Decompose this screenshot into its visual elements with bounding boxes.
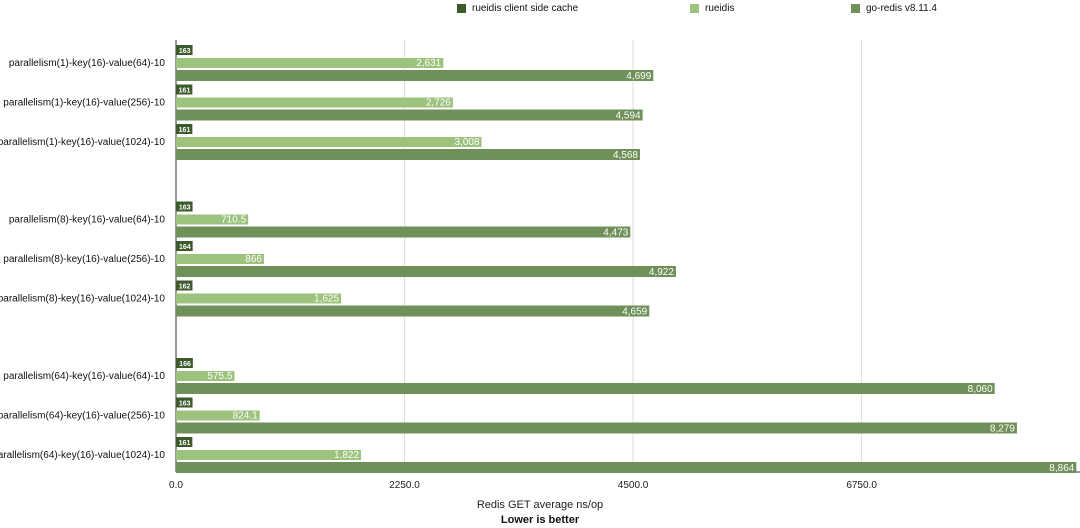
- x-tick-label: 6750.0: [846, 480, 877, 491]
- bar-rueidis: [176, 410, 260, 421]
- legend-item-go-redis: go-redis v8.11.4: [851, 3, 937, 14]
- category-label: parallelism(8)-key(16)-value(1024)-10: [0, 294, 165, 305]
- data-label: 4,699: [626, 71, 651, 82]
- bar-rueidis-client-side-cache: [176, 280, 193, 291]
- category-label: parallelism(1)-key(16)-value(256)-10: [3, 98, 165, 109]
- data-label: 163: [179, 401, 191, 408]
- data-label: 163: [179, 205, 191, 212]
- data-label: 1,625: [314, 294, 339, 305]
- data-label: 866: [245, 254, 262, 265]
- bar-rueidis: [176, 371, 235, 381]
- chart-subtitle: Lower is better: [500, 514, 580, 526]
- data-label: 166: [179, 361, 191, 368]
- legend-swatch: [690, 4, 699, 13]
- data-label: 710.5: [221, 215, 246, 226]
- bar-rueidis-client-side-cache: [176, 84, 193, 95]
- data-label: 8,060: [968, 384, 993, 395]
- bar-rueidis-client-side-cache: [176, 201, 193, 212]
- x-tick-label: 0.0: [169, 480, 183, 491]
- data-label: 4,473: [603, 228, 628, 239]
- data-label: 161: [179, 440, 191, 447]
- bar-rueidis: [176, 214, 249, 225]
- data-label: 162: [179, 284, 191, 291]
- bar-rueidis: [176, 97, 453, 108]
- bar-go-redis: [176, 422, 1017, 434]
- bar-go-redis: [176, 266, 676, 277]
- bar-go-redis: [176, 70, 654, 81]
- x-tick-label: 2250.0: [389, 480, 420, 491]
- category-label: parallelism(64)-key(16)-value(256)-10: [0, 411, 165, 422]
- data-label: 4,594: [616, 111, 641, 122]
- data-label: 4,922: [649, 267, 674, 278]
- data-label: 1,822: [334, 450, 359, 461]
- category-label: parallelism(64)-key(16)-value(1024)-10: [0, 450, 165, 461]
- data-label: 2,726: [426, 98, 451, 109]
- bar-go-redis: [176, 462, 1077, 473]
- bar-rueidis: [176, 293, 342, 304]
- data-label: 575.5: [207, 371, 232, 382]
- data-label: 4,568: [613, 150, 638, 161]
- legend-label: rueidis: [705, 3, 735, 14]
- x-axis-label: Redis GET average ns/op: [476, 499, 604, 511]
- legend-swatch: [457, 4, 466, 13]
- bar-go-redis: [176, 149, 640, 160]
- bar-rueidis-client-side-cache: [176, 358, 193, 368]
- legend-item-rueidis-client-side-cache: rueidis client side cache: [457, 3, 578, 14]
- data-label: 824.1: [233, 411, 258, 422]
- bar-go-redis: [176, 109, 643, 121]
- bar-rueidis: [176, 254, 264, 264]
- legend-item-rueidis: rueidis: [690, 3, 734, 14]
- legend: rueidis client side cache rueidis go-red…: [0, 3, 1080, 17]
- data-label: 4,659: [622, 307, 647, 318]
- category-label: parallelism(64)-key(16)-value(64)-10: [3, 371, 165, 382]
- data-label: 164: [179, 244, 191, 251]
- data-label: 163: [179, 48, 191, 55]
- category-label: parallelism(8)-key(16)-value(256)-10: [3, 254, 165, 265]
- bar-rueidis: [176, 137, 482, 147]
- data-label: 3,008: [455, 137, 480, 148]
- bar-go-redis: [176, 383, 995, 394]
- bar-rueidis-client-side-cache: [176, 45, 193, 55]
- category-label: parallelism(1)-key(16)-value(64)-10: [9, 58, 166, 69]
- bar-rueidis: [176, 58, 444, 68]
- data-label: 8,864: [1049, 463, 1074, 474]
- bar-rueidis: [176, 450, 362, 460]
- bar-rueidis-client-side-cache: [176, 241, 193, 251]
- legend-label: rueidis client side cache: [472, 3, 579, 14]
- data-label: 8,279: [990, 424, 1015, 435]
- legend-label: go-redis v8.11.4: [866, 3, 937, 14]
- data-label: 2,631: [416, 58, 441, 69]
- bar-rueidis-client-side-cache: [176, 437, 193, 447]
- legend-swatch: [851, 4, 860, 13]
- data-label: 161: [179, 127, 191, 134]
- category-label: parallelism(1)-key(16)-value(1024)-10: [0, 137, 165, 148]
- bar-go-redis: [176, 226, 631, 238]
- category-label: parallelism(8)-key(16)-value(64)-10: [9, 215, 166, 226]
- x-tick-label: 4500.0: [618, 480, 649, 491]
- bar-rueidis-client-side-cache: [176, 397, 193, 408]
- data-label: 161: [179, 88, 191, 95]
- bar-go-redis: [176, 305, 650, 317]
- bar-rueidis-client-side-cache: [176, 124, 193, 134]
